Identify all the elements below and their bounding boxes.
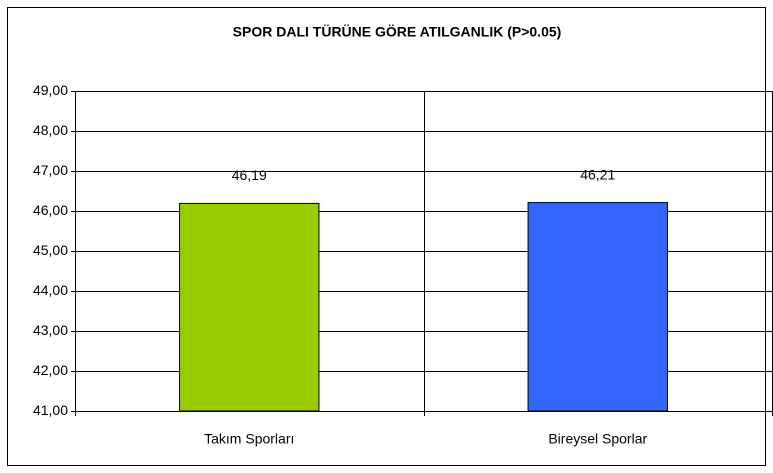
- y-tick-label: 48,00: [33, 122, 68, 138]
- y-tick-label: 49,00: [33, 82, 68, 98]
- y-tick-label: 43,00: [33, 322, 68, 338]
- data-label: 46,21: [580, 166, 615, 182]
- bar: [527, 202, 668, 412]
- bar: [179, 202, 320, 412]
- x-tick-label: Bireysel Sporlar: [548, 431, 647, 447]
- y-tick-label: 45,00: [33, 242, 68, 258]
- y-tick-label: 42,00: [33, 362, 68, 378]
- x-tick-label: Takım Sporları: [204, 431, 294, 447]
- y-tick-label: 44,00: [33, 282, 68, 298]
- data-label: 46,19: [232, 167, 267, 183]
- y-tick-label: 46,00: [33, 202, 68, 218]
- y-tick-label: 47,00: [33, 162, 68, 178]
- y-tick-label: 41,00: [33, 402, 68, 418]
- chart-title: SPOR DALI TÜRÜNE GÖRE ATILGANLIK (P>0.05…: [233, 24, 562, 40]
